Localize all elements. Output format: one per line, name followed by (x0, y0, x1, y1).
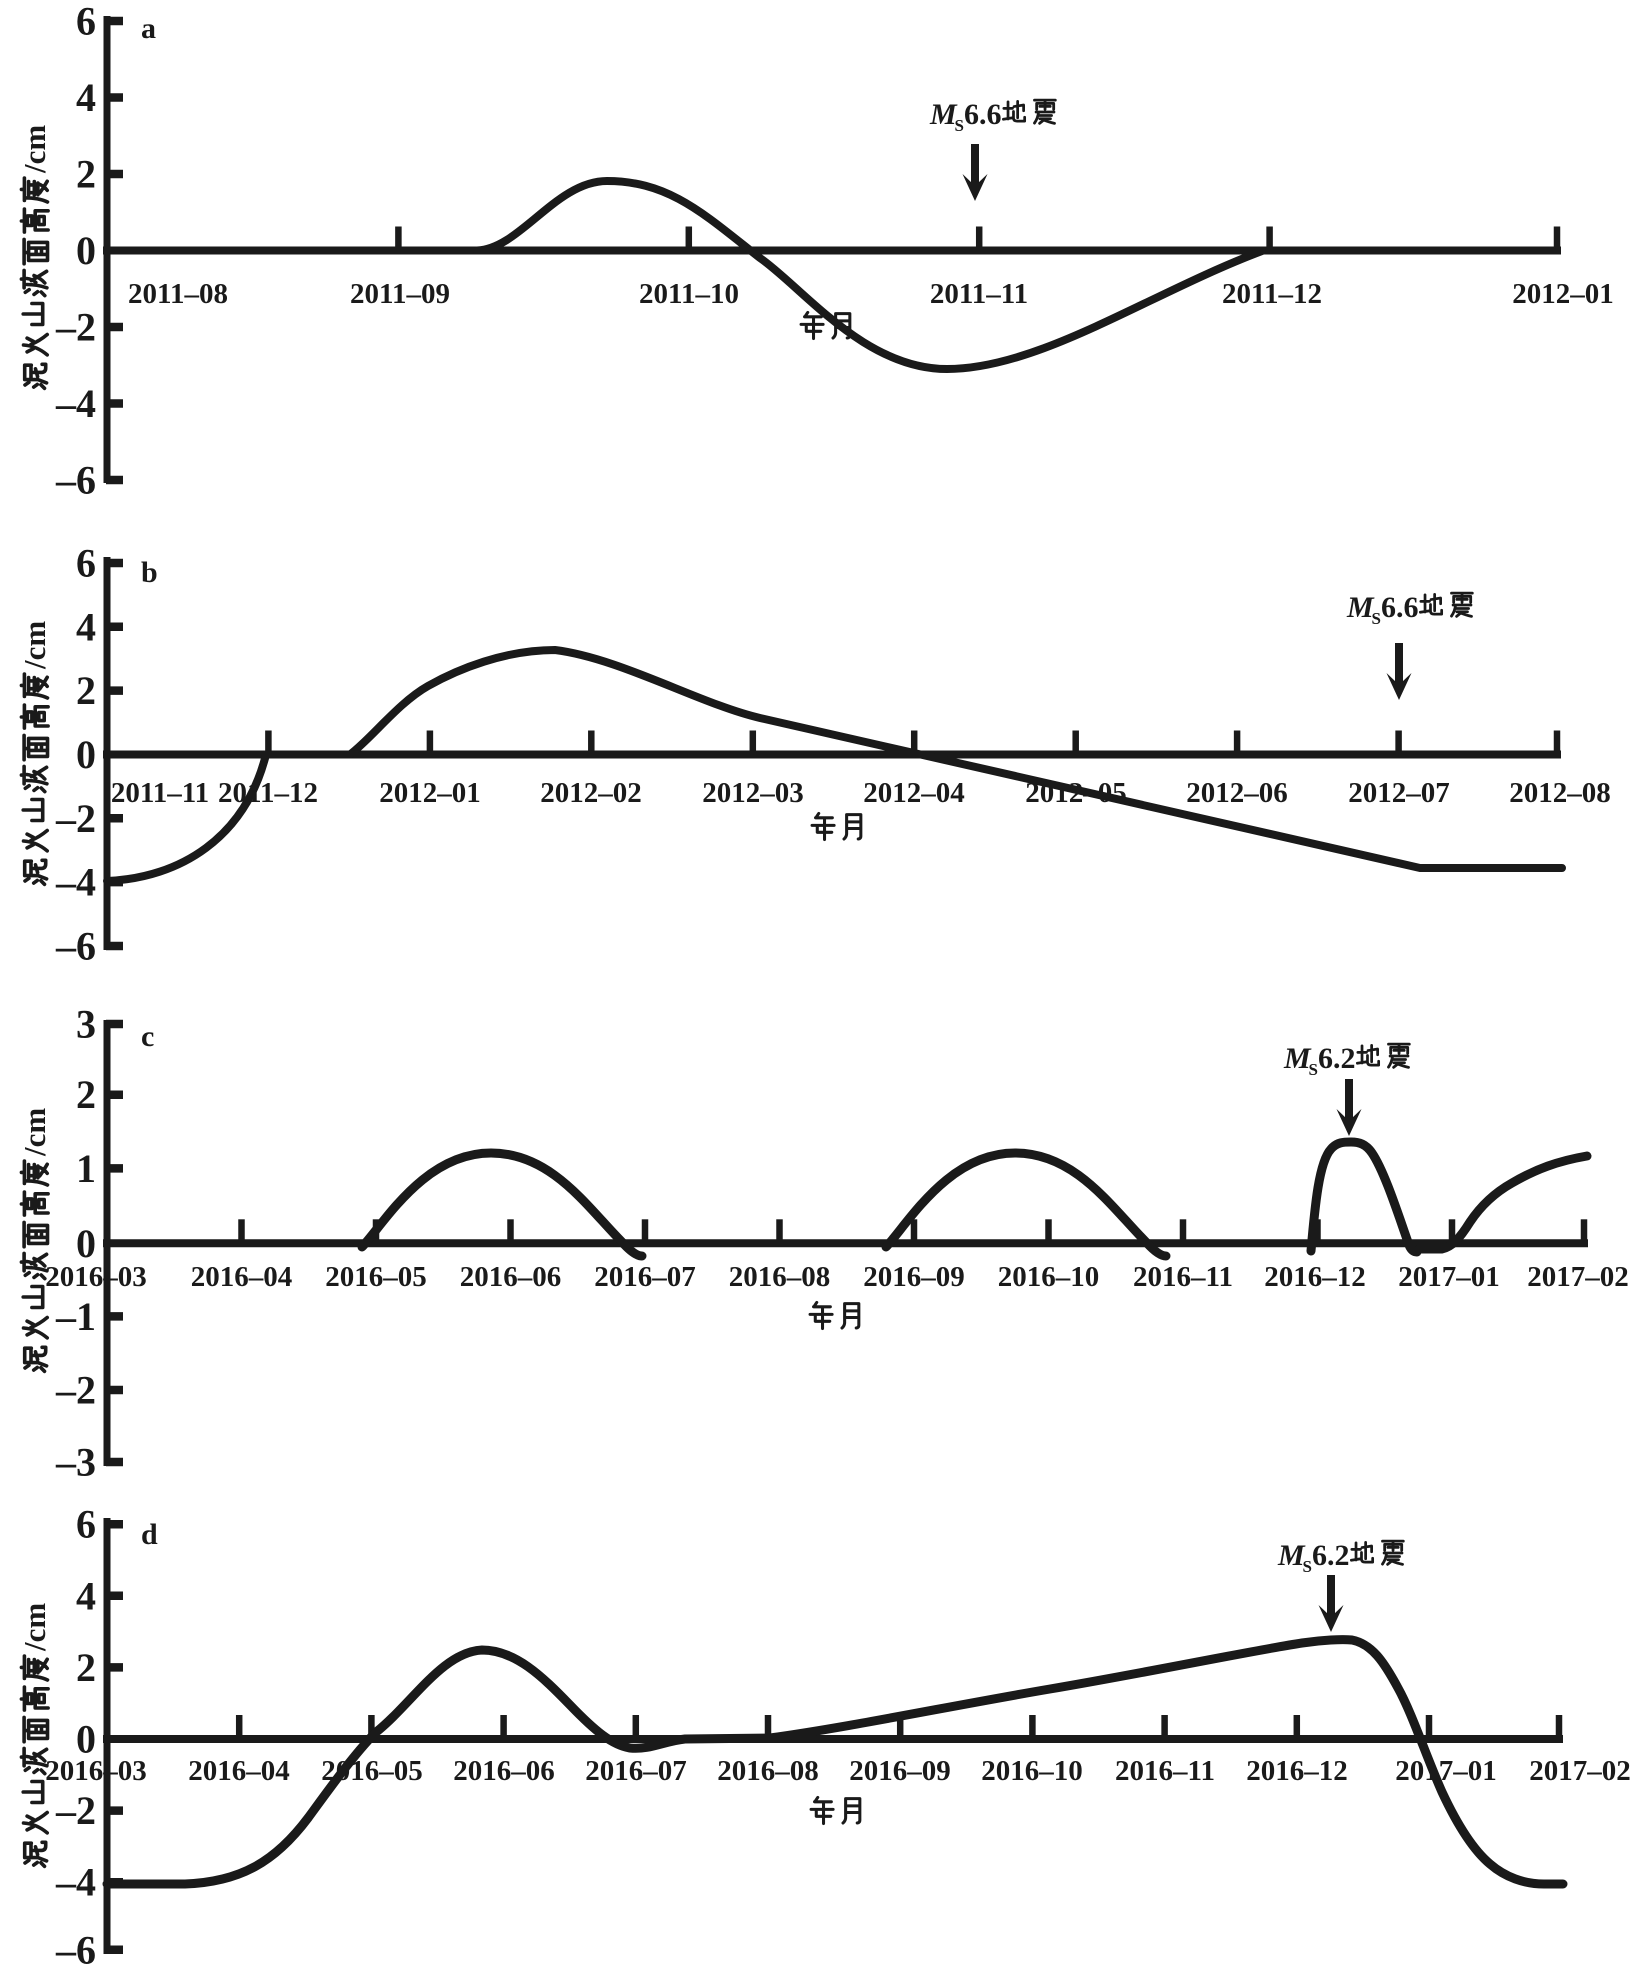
svg-text:2012–01: 2012–01 (379, 777, 481, 809)
svg-text:–4: –4 (55, 381, 96, 426)
svg-text:–4: –4 (55, 1860, 96, 1905)
svg-text:2: 2 (76, 1645, 96, 1690)
svg-text:2016–08: 2016–08 (729, 1261, 831, 1293)
svg-text:0: 0 (76, 1717, 96, 1762)
svg-text:2012–01: 2012–01 (1512, 278, 1614, 310)
svg-text:2016–09: 2016–09 (863, 1261, 965, 1293)
svg-text:2011–09: 2011–09 (350, 278, 450, 310)
svg-text:–2: –2 (55, 796, 96, 841)
svg-text:2012–02: 2012–02 (540, 777, 642, 809)
svg-text:0: 0 (76, 228, 96, 273)
svg-text:2016–10: 2016–10 (998, 1261, 1100, 1293)
svg-text:/cm: /cm (17, 1603, 52, 1652)
svg-text:–6: –6 (55, 1927, 96, 1968)
svg-text:2016–04: 2016–04 (188, 1755, 290, 1787)
svg-text:1: 1 (76, 1146, 96, 1191)
svg-text:6: 6 (76, 1502, 96, 1547)
svg-text:2016–09: 2016–09 (849, 1755, 951, 1787)
svg-text:S: S (1303, 1557, 1312, 1576)
svg-text:2012–07: 2012–07 (1348, 777, 1450, 809)
svg-text:/cm: /cm (17, 1108, 52, 1157)
svg-text:4: 4 (76, 604, 96, 649)
svg-text:3: 3 (76, 1002, 96, 1047)
svg-text:0: 0 (76, 732, 96, 777)
svg-text:2016–04: 2016–04 (191, 1261, 293, 1293)
svg-text:/cm: /cm (17, 125, 52, 174)
svg-text:2016–10: 2016–10 (981, 1755, 1083, 1787)
svg-text:6.6: 6.6 (964, 98, 1002, 131)
svg-text:6: 6 (76, 0, 96, 44)
svg-text:2016–12: 2016–12 (1264, 1261, 1366, 1293)
svg-text:6: 6 (76, 541, 96, 586)
svg-text:/cm: /cm (17, 621, 52, 670)
svg-text:2011–10: 2011–10 (639, 278, 739, 310)
svg-text:2012–08: 2012–08 (1509, 777, 1611, 809)
svg-text:2016–06: 2016–06 (460, 1261, 562, 1293)
svg-text:S: S (1372, 609, 1381, 628)
svg-text:M: M (1346, 591, 1375, 624)
svg-text:d: d (141, 1518, 158, 1551)
svg-text:S: S (955, 116, 964, 135)
svg-text:c: c (141, 1020, 154, 1053)
svg-text:2011–08: 2011–08 (128, 278, 228, 310)
svg-text:6.6: 6.6 (1381, 591, 1419, 624)
svg-text:2011–11: 2011–11 (930, 278, 1028, 310)
svg-text:2016–08: 2016–08 (717, 1755, 819, 1787)
svg-text:2016–06: 2016–06 (453, 1755, 555, 1787)
svg-text:2017–02: 2017–02 (1529, 1755, 1631, 1787)
svg-text:2016–11: 2016–11 (1115, 1755, 1215, 1787)
svg-text:–2: –2 (55, 305, 96, 350)
svg-text:2017–02: 2017–02 (1527, 1261, 1629, 1293)
svg-text:2016–12: 2016–12 (1246, 1755, 1348, 1787)
svg-text:M: M (1277, 1539, 1306, 1572)
svg-text:2016–03: 2016–03 (45, 1261, 147, 1293)
svg-text:b: b (141, 556, 158, 589)
svg-text:2017–01: 2017–01 (1395, 1755, 1497, 1787)
svg-text:6.2: 6.2 (1312, 1539, 1350, 1572)
svg-text:2016–11: 2016–11 (1133, 1261, 1233, 1293)
svg-text:2012–06: 2012–06 (1186, 777, 1288, 809)
svg-text:–4: –4 (55, 860, 96, 905)
svg-text:–6: –6 (55, 458, 96, 503)
svg-text:2011–12: 2011–12 (218, 777, 318, 809)
svg-text:2012–03: 2012–03 (702, 777, 804, 809)
svg-text:2: 2 (76, 1072, 96, 1117)
svg-text:M: M (929, 98, 958, 131)
svg-text:2011–11: 2011–11 (111, 777, 209, 809)
svg-text:2012–04: 2012–04 (863, 777, 965, 809)
svg-text:M: M (1283, 1042, 1312, 1075)
svg-text:2016–07: 2016–07 (585, 1755, 687, 1787)
svg-text:2016–05: 2016–05 (325, 1261, 427, 1293)
svg-text:2: 2 (76, 152, 96, 197)
svg-text:–6: –6 (55, 924, 96, 969)
svg-text:a: a (141, 12, 156, 45)
svg-text:2016–03: 2016–03 (45, 1755, 147, 1787)
svg-text:–2: –2 (55, 1788, 96, 1833)
svg-text:6.2: 6.2 (1318, 1042, 1356, 1075)
svg-text:2017–01: 2017–01 (1398, 1261, 1500, 1293)
svg-text:S: S (1309, 1060, 1318, 1079)
svg-text:–2: –2 (55, 1368, 96, 1413)
svg-text:–3: –3 (55, 1440, 96, 1485)
svg-text:2016–07: 2016–07 (594, 1261, 696, 1293)
svg-text:4: 4 (76, 75, 96, 120)
svg-text:4: 4 (76, 1573, 96, 1618)
svg-text:–1: –1 (55, 1294, 96, 1339)
svg-text:0: 0 (76, 1221, 96, 1266)
svg-text:2011–12: 2011–12 (1222, 278, 1322, 310)
svg-text:2: 2 (76, 668, 96, 713)
